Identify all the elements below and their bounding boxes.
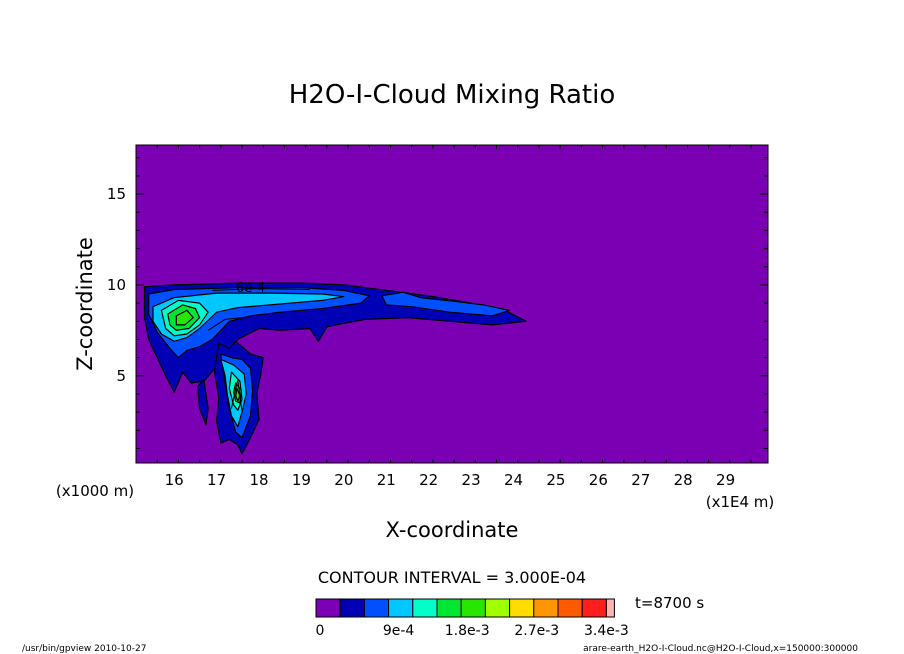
x-tick-label: 17 [207,471,226,489]
colorbar-swatch-12 [605,598,615,618]
x-tick-label: 28 [674,471,693,489]
x-tick-label: 26 [589,471,608,489]
colorbar-swatch-6 [460,598,486,618]
x-tick-label: 19 [292,471,311,489]
colorbar-label: 2.7e-3 [514,623,559,639]
contour-line-2 [230,379,243,413]
colorbar-swatch-2 [363,598,390,618]
colorbar-swatch-3 [388,598,414,618]
footer-right: arare-earth_H2O-I-Cloud.nc@H2O-I-Cloud,x… [583,644,858,654]
x-tick-label: 24 [504,471,523,489]
x-tick-label: 16 [165,471,184,489]
colorbar-label: 1.8e-3 [445,623,490,639]
y-axis-label: Z-coordinate [73,237,97,371]
x-tick-label: 21 [377,471,396,489]
colorbar-swatch-4 [412,598,438,618]
contour-line-1 [207,317,243,331]
colorbar-swatch-8 [509,598,535,618]
x-tick-label: 20 [334,471,353,489]
contour-label: 6e-4 [236,281,265,296]
contour-region-13 [235,387,241,402]
colorbar-swatch-5 [436,598,462,618]
contour-region-2 [196,378,209,426]
x-tick-label: 22 [419,471,438,489]
x-tick-label: 23 [462,471,481,489]
x-axis-label: X-coordinate [386,518,519,542]
plot-frame [135,144,769,464]
x-tick-label: 29 [716,471,735,489]
colorbar-swatch-11 [581,598,607,618]
contour-fill-layer [143,282,527,455]
y-tick-label: 10 [107,276,126,294]
colorbar-label: 3.4e-3 [584,623,629,639]
colorbar-label: 0 [316,623,325,639]
time-label: t=8700 s [635,594,704,612]
colorbar-label: 9e-4 [383,623,415,639]
x-tick-label: 25 [546,471,565,489]
chart-title: H2O-I-Cloud Mixing Ratio [289,80,616,110]
contour-region-12 [175,309,194,326]
colorbar-swatch-0 [315,598,341,618]
colorbar: 0 9e-4 1.8e-3 2.7e-3 3.4e-3 [315,598,629,639]
y-unit-label: (x1000 m) [56,482,134,500]
colorbar-swatch-1 [339,598,365,618]
colorbar-swatch-10 [557,598,583,618]
x-unit-label: (x1E4 m) [706,493,775,511]
contour-region-4 [381,291,510,317]
colorbar-swatch-9 [533,598,559,618]
contour-line-layer [207,288,310,413]
y-tick-label: 15 [107,185,126,203]
x-axis: 16 17 18 19 20 21 22 23 24 25 26 27 28 29 [135,145,752,489]
y-axis: 5 10 15 [107,157,768,449]
contour-interval-text: CONTOUR INTERVAL = 3.000E-04 [318,568,586,587]
x-tick-label: 18 [249,471,268,489]
footer-left: /usr/bin/gpview 2010-10-27 [22,644,146,654]
y-tick-label: 5 [116,367,126,385]
colorbar-swatch-7 [484,598,511,618]
x-tick-label: 27 [631,471,650,489]
contour-line-0 [212,288,310,291]
